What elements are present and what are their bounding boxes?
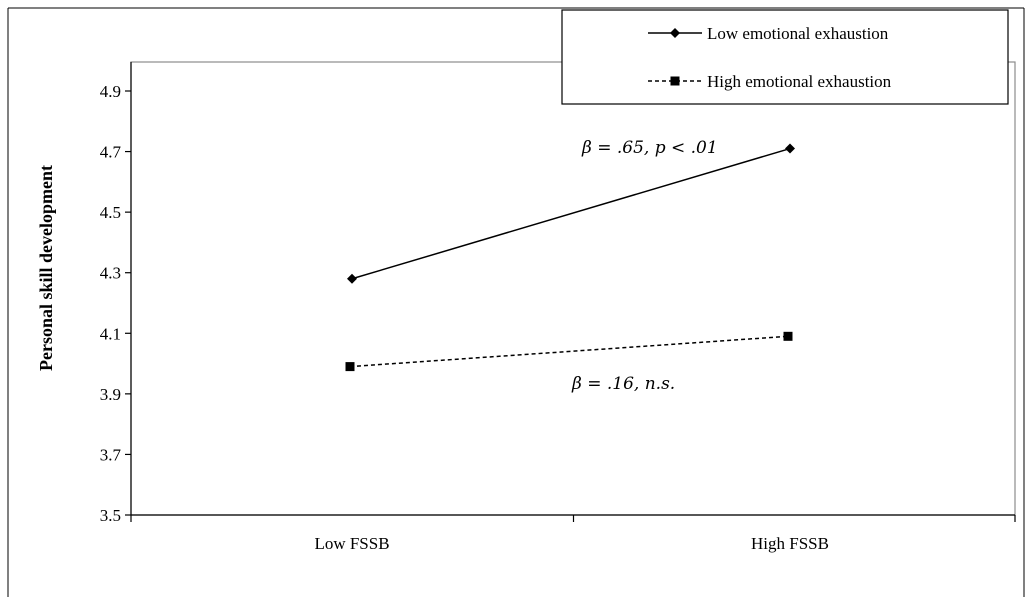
x-tick-label: High FSSB	[751, 534, 829, 553]
y-axis-title: Personal skill development	[36, 165, 56, 371]
y-tick-label: 4.9	[100, 82, 121, 101]
legend-box	[561, 9, 1009, 105]
y-axis: 3.5 3.7 3.9 4.1 4.3 4.5 4.7 4.9	[100, 62, 132, 525]
plot-area-border	[130, 61, 1016, 516]
data-point	[785, 143, 795, 154]
y-tick-label: 3.9	[100, 385, 121, 404]
y-tick-label: 3.5	[100, 506, 121, 525]
y-tick-label: 4.1	[100, 324, 121, 343]
legend-swatch-marker	[670, 28, 680, 38]
series-layer	[345, 143, 795, 372]
series-line	[351, 147, 791, 280]
annotation-layer: β = .65, p < .01 β = .16, n.s.	[571, 138, 718, 394]
legend-swatch-marker	[670, 76, 680, 86]
slope-annotation: β = .16, n.s.	[571, 374, 675, 394]
x-axis: Low FSSB High FSSB	[130, 514, 1016, 553]
legend-label: High emotional exhaustion	[707, 72, 892, 91]
y-tick-label: 3.7	[100, 445, 122, 464]
legend: Low emotional exhaustion High emotional e…	[561, 9, 1009, 105]
data-point	[783, 331, 793, 341]
y-tick-label: 4.5	[100, 203, 121, 222]
data-point	[347, 273, 357, 284]
y-tick-label: 4.3	[100, 264, 121, 283]
slope-annotation: β = .65, p < .01	[581, 138, 718, 158]
legend-label: Low emotional exhaustion	[707, 24, 889, 43]
y-tick-label: 4.7	[100, 143, 122, 162]
data-point	[345, 362, 355, 372]
series-line	[349, 335, 789, 368]
x-tick-label: Low FSSB	[314, 534, 389, 553]
